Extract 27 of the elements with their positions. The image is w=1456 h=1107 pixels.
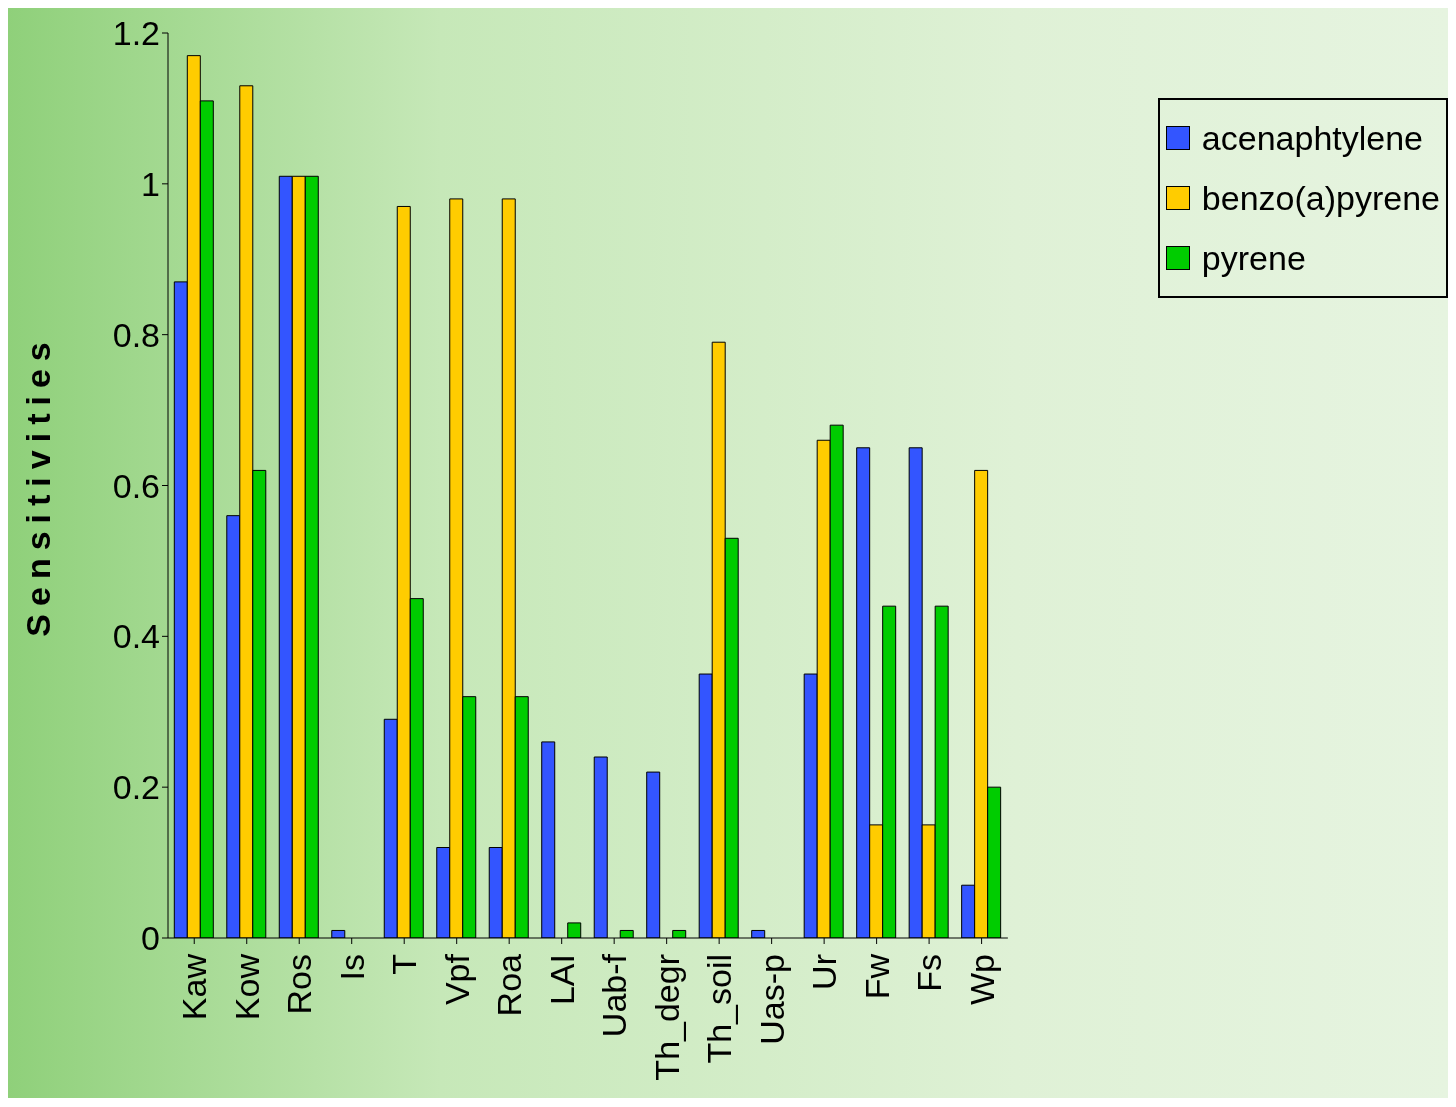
x-tick-label: Uab-f [595, 953, 634, 1038]
x-tick-label: Kow [227, 953, 266, 1021]
x-tick-label: Uas-p [752, 954, 791, 1045]
x-tick-label: Th_degr [647, 954, 686, 1081]
y-tick-label: 0.4 [112, 617, 160, 656]
y-tick-label: 0.6 [112, 466, 160, 505]
legend-label: benzo(a)pyrene [1201, 178, 1440, 219]
x-tick-label: Wp [962, 954, 1001, 1005]
x-tick-label: T [385, 954, 424, 975]
y-tick-label: 0.8 [112, 315, 160, 354]
x-tick-label: Ros [280, 954, 319, 1015]
y-tick-label: 0 [141, 919, 160, 958]
x-tick-label: LAI [542, 954, 581, 1006]
x-tick-label: Vpf [437, 953, 476, 1006]
x-tick-label: Kaw [175, 953, 214, 1021]
y-axis-title: Sensitivities [19, 334, 58, 637]
x-tick-label: Fw [857, 953, 896, 1000]
x-tick-label: Th_soil [700, 954, 739, 1064]
legend-label: acenaphtylene [1201, 118, 1424, 159]
y-tick-label: 1 [141, 164, 160, 203]
y-tick-label: 1.2 [112, 14, 160, 53]
legend-label: pyrene [1201, 238, 1306, 279]
x-tick-label: Ur [805, 954, 844, 990]
y-tick-label: 0.2 [112, 768, 160, 807]
x-tick-label: Is [332, 954, 371, 981]
x-tick-label: Fs [910, 954, 949, 992]
x-tick-label: Roa [490, 953, 529, 1017]
